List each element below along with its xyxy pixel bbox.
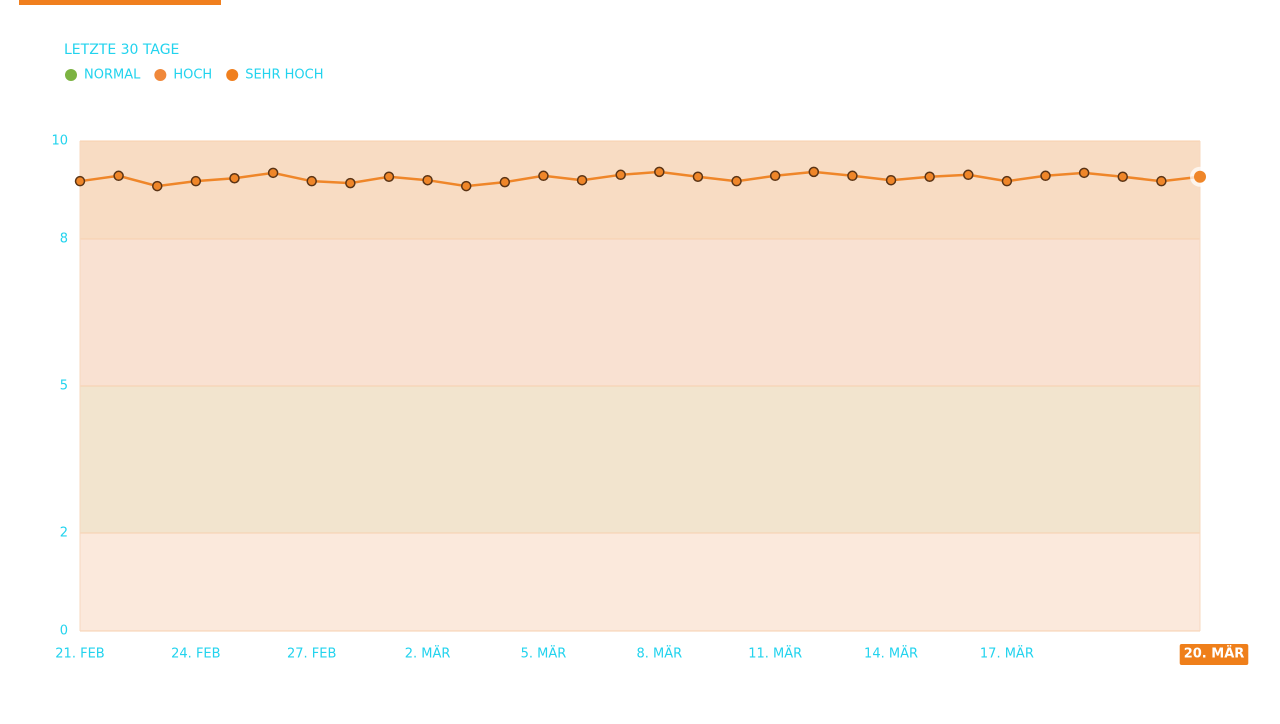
- data-point: [885, 174, 897, 186]
- data-point: [654, 166, 665, 178]
- y-tick-label: 0: [60, 624, 68, 639]
- chart-title: LETZTE 30 TAGE: [64, 42, 179, 58]
- threshold-band: [80, 386, 1200, 533]
- data-point: [460, 180, 472, 192]
- data-point: [963, 169, 974, 181]
- data-point: [847, 170, 858, 182]
- threshold-band: [80, 239, 1200, 386]
- x-tick-label-current: 20. MÄR: [1184, 646, 1245, 662]
- legend-label: HOCH: [173, 68, 212, 83]
- legend-swatch: [226, 69, 239, 81]
- data-point: [1156, 175, 1167, 187]
- data-point: [769, 170, 781, 182]
- x-tick-label: 24. FEB: [171, 647, 220, 662]
- data-point: [1040, 170, 1051, 182]
- y-tick-label: 5: [60, 379, 68, 394]
- data-point: [615, 169, 626, 181]
- x-tick-label: 21. FEB: [55, 647, 104, 662]
- threshold-band: [80, 533, 1200, 631]
- data-point: [576, 174, 588, 186]
- data-point: [808, 166, 820, 178]
- current-date-badge: [1179, 644, 1249, 665]
- legend-label: SEHR HOCH: [245, 68, 323, 83]
- data-point: [1117, 171, 1129, 183]
- data-point: [1001, 175, 1013, 187]
- data-point: [924, 171, 935, 183]
- y-tick-label: 10: [51, 134, 68, 149]
- data-point: [422, 174, 433, 186]
- threshold-band: [80, 141, 1200, 239]
- x-tick-label: 11. MÄR: [748, 646, 802, 662]
- series-line: [79, 170, 1201, 188]
- data-point: [1194, 170, 1206, 183]
- data-point: [538, 170, 549, 182]
- x-tick-label: 27. FEB: [287, 647, 336, 662]
- data-point: [731, 175, 742, 187]
- data-point: [74, 175, 86, 187]
- legend-swatch: [65, 69, 77, 81]
- data-point: [499, 176, 511, 188]
- x-tick-label: 14. MÄR: [864, 646, 918, 662]
- x-tick-label: 8. MÄR: [636, 646, 682, 662]
- data-point: [229, 172, 240, 184]
- top-accent: [19, 0, 221, 5]
- data-point: [1078, 167, 1090, 179]
- data-point: [306, 175, 317, 187]
- data-point: [151, 180, 163, 192]
- legend-label: NORMAL: [84, 68, 141, 83]
- data-point: [113, 170, 124, 182]
- data-point: [383, 171, 395, 183]
- data-point: [345, 177, 356, 189]
- data-point: [692, 171, 704, 183]
- legend-swatch: [154, 69, 167, 81]
- data-point: [267, 167, 279, 179]
- x-tick-label: 17. MÄR: [980, 646, 1034, 662]
- data-point: [190, 175, 202, 187]
- x-tick-label: 5. MÄR: [521, 646, 567, 662]
- y-tick-label: 2: [60, 526, 68, 541]
- y-tick-label: 8: [60, 232, 68, 247]
- x-tick-label: 2. MÄR: [405, 646, 451, 662]
